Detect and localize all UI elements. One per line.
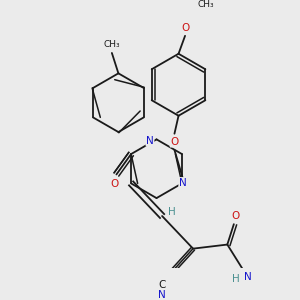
Text: H: H [232,274,239,284]
Text: CH₃: CH₃ [103,40,120,49]
Text: N: N [244,272,252,282]
Text: O: O [170,137,178,147]
Text: N: N [179,178,187,188]
Text: O: O [181,23,189,33]
Text: CH₃: CH₃ [197,0,214,9]
Text: O: O [170,137,178,147]
Text: C: C [158,280,166,290]
Text: N: N [146,136,154,146]
Text: O: O [231,211,240,221]
Text: N: N [158,290,166,300]
Text: O: O [111,179,119,189]
Text: H: H [168,207,176,217]
